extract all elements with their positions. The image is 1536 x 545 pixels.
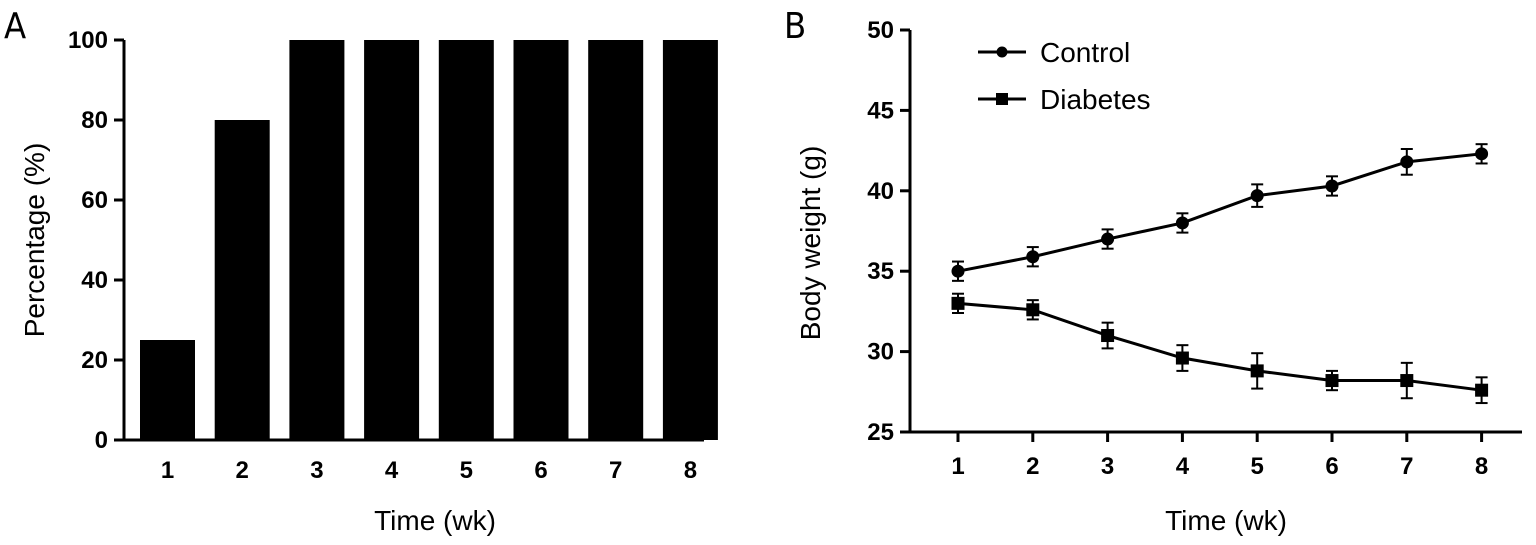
data-point-diabetes (951, 296, 965, 310)
panel-b-series (951, 143, 1489, 405)
data-point-diabetes (1101, 329, 1115, 343)
x-tick-label: 2 (236, 457, 249, 484)
x-tick-label: 6 (1325, 453, 1338, 480)
panel-a-bars (140, 40, 718, 440)
x-tick-label: 5 (460, 457, 473, 484)
data-point-diabetes (1250, 364, 1264, 378)
x-tick-label: 1 (951, 453, 964, 480)
data-point-control (1325, 179, 1339, 193)
data-point-diabetes (1325, 374, 1339, 388)
y-tick-label: 40 (867, 178, 894, 205)
panel-b-y-axis-title: Body weight (g) (795, 146, 826, 341)
panel-b-x-axis-title: Time (wk) (1165, 505, 1287, 536)
bar-week-2 (214, 120, 270, 440)
data-point-diabetes (1175, 351, 1189, 365)
panel-a-y-axis-title: Percentage (%) (19, 143, 50, 338)
data-point-control (1175, 216, 1189, 230)
legend-control-marker (996, 46, 1008, 58)
bar-week-6 (513, 40, 569, 440)
y-tick-label: 30 (867, 339, 894, 366)
series-control (951, 143, 1489, 282)
series-diabetes (951, 292, 1489, 405)
panel-b-y-ticks: 25 30 35 40 45 50 (867, 17, 910, 446)
panel-b-x-ticks: 1 2 3 4 5 6 7 8 (951, 432, 1488, 480)
x-tick-label: 8 (1475, 453, 1488, 480)
x-tick-label: 5 (1251, 453, 1264, 480)
y-tick-label: 60 (81, 187, 108, 214)
y-tick-label: 40 (81, 267, 108, 294)
data-point-diabetes (1026, 303, 1040, 317)
bar-week-8 (662, 40, 718, 440)
panel-a-bar-chart: A 0 20 40 60 80 100 1 2 3 4 5 6 7 8 Time (wk) Percen… (4, 6, 718, 536)
y-tick-label: 50 (867, 17, 894, 44)
panel-a-x-axis-title: Time (wk) (374, 505, 496, 536)
panel-b-legend: Control Diabetes (978, 37, 1151, 115)
bar-week-4 (364, 40, 420, 440)
y-tick-label: 0 (95, 427, 108, 454)
x-tick-label: 3 (1101, 453, 1114, 480)
x-tick-label: 7 (609, 457, 622, 484)
x-tick-label: 6 (534, 457, 547, 484)
series-line-diabetes (957, 301, 1482, 392)
panel-a-label: A (4, 6, 26, 47)
legend-diabetes-label: Diabetes (1040, 84, 1151, 115)
panel-a-y-ticks: 0 20 40 60 80 100 (68, 27, 124, 454)
panel-b-label: B (784, 6, 806, 47)
x-tick-label: 4 (385, 457, 399, 484)
series-line-control (957, 152, 1482, 273)
x-tick-label: 3 (310, 457, 323, 484)
bar-week-3 (289, 40, 345, 440)
data-point-control (1250, 189, 1264, 203)
bar-week-7 (588, 40, 644, 440)
y-tick-label: 45 (867, 97, 894, 124)
panel-a-x-ticks: 1 2 3 4 5 6 7 8 (161, 457, 697, 484)
y-tick-label: 100 (68, 27, 108, 54)
legend-control-label: Control (1040, 37, 1130, 68)
data-point-diabetes (1475, 383, 1489, 397)
bar-week-5 (438, 40, 494, 440)
x-tick-label: 1 (161, 457, 174, 484)
data-point-diabetes (1400, 374, 1414, 388)
bar-week-1 (140, 340, 195, 440)
x-tick-label: 2 (1026, 453, 1039, 480)
data-point-control (1026, 250, 1040, 264)
y-tick-label: 80 (81, 107, 108, 134)
y-tick-label: 25 (867, 419, 894, 446)
y-tick-label: 35 (867, 258, 894, 285)
data-point-control (951, 264, 965, 278)
x-tick-label: 8 (684, 457, 697, 484)
data-point-control (1400, 155, 1414, 169)
x-tick-label: 7 (1400, 453, 1413, 480)
data-point-control (1101, 232, 1115, 246)
y-tick-label: 20 (81, 347, 108, 374)
data-point-control (1475, 147, 1489, 161)
legend-diabetes-marker (996, 93, 1008, 105)
x-tick-label: 4 (1176, 453, 1190, 480)
